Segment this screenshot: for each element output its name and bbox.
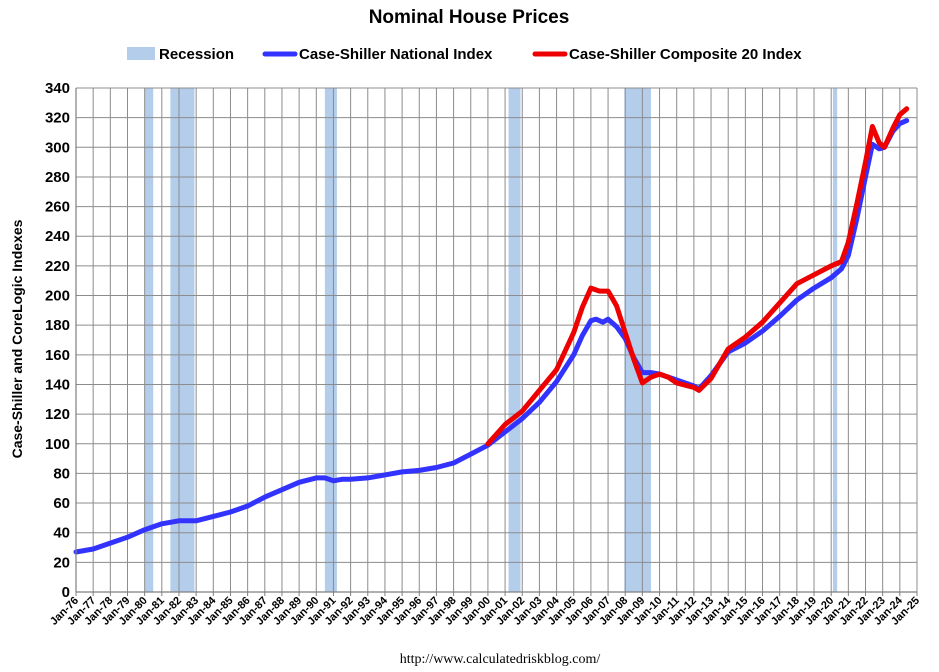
legend-swatch <box>127 47 155 60</box>
recession-band <box>144 88 154 592</box>
y-tick-label: 100 <box>45 436 70 453</box>
source-url: http://www.calculatedriskblog.com/ <box>400 652 601 667</box>
y-tick-label: 20 <box>53 554 70 571</box>
y-tick-label: 0 <box>62 584 70 601</box>
y-tick-label: 140 <box>45 376 70 393</box>
y-tick-label: 220 <box>45 258 70 275</box>
plot-area <box>76 88 917 592</box>
y-tick-label: 60 <box>53 495 70 512</box>
y-tick-label: 280 <box>45 169 70 186</box>
y-tick-label: 180 <box>45 317 70 334</box>
y-tick-label: 160 <box>45 347 70 364</box>
series-line <box>485 106 910 447</box>
legend: Recession Case-Shiller National Index Case… <box>127 46 802 63</box>
legend-label: Recession <box>159 46 234 63</box>
recession-band <box>324 88 337 592</box>
y-axis-ticks: 0 20 40 60 80 100 120 140 160 180 200 220 240 260 280 3… <box>45 80 70 601</box>
y-axis-label: Case-Shiller and CoreLogic Indexes <box>9 219 25 458</box>
recession-band <box>832 88 838 592</box>
y-tick-label: 40 <box>53 525 70 542</box>
axes <box>75 88 917 593</box>
chart-title: Nominal House Prices <box>369 7 570 28</box>
plot-background <box>76 88 917 592</box>
y-tick-label: 80 <box>53 465 70 482</box>
y-tick-label: 300 <box>45 139 70 156</box>
y-tick-label: 240 <box>45 228 70 245</box>
recession-band <box>170 88 195 592</box>
legend-label: Case-Shiller Composite 20 Index <box>569 46 802 63</box>
recession-bands <box>144 88 838 592</box>
y-tick-label: 340 <box>45 80 70 97</box>
recession-band <box>508 88 521 592</box>
y-tick-label: 320 <box>45 110 70 127</box>
x-axis-ticks: Jan-76Jan-77Jan-78Jan-79Jan-80Jan-81Jan-… <box>48 592 922 628</box>
y-tick-label: 120 <box>45 406 70 423</box>
y-tick-label: 200 <box>45 288 70 305</box>
legend-label: Case-Shiller National Index <box>299 46 493 63</box>
y-tick-label: 260 <box>45 199 70 216</box>
series-lines <box>73 106 910 555</box>
series-line <box>73 118 910 555</box>
